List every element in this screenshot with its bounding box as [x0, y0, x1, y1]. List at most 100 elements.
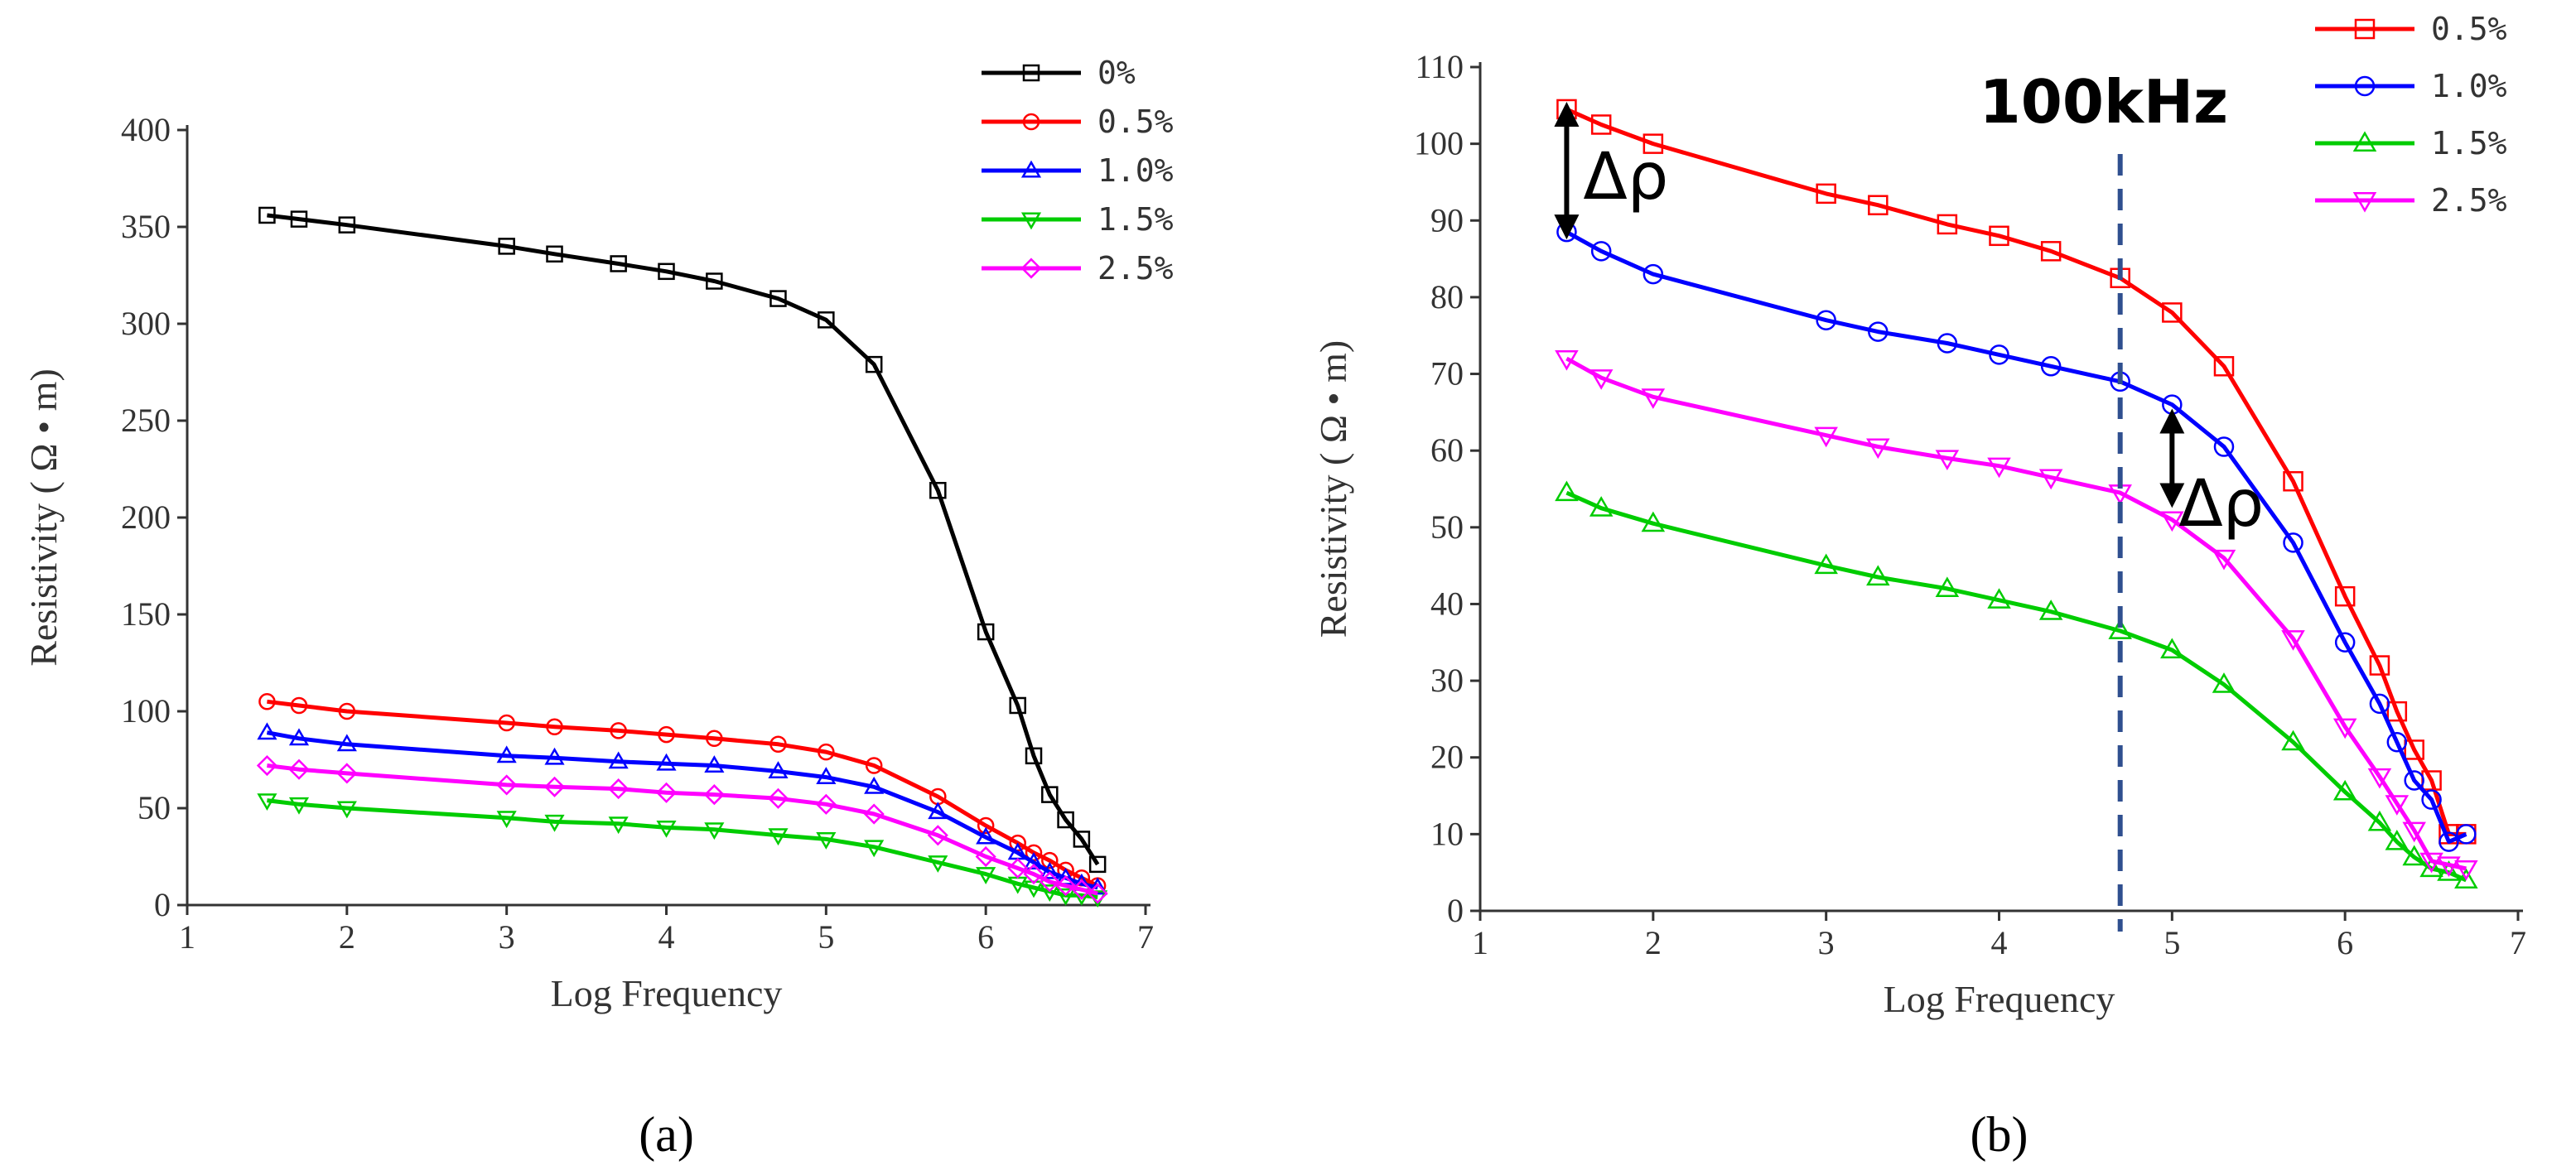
- data-point: [2385, 830, 2410, 850]
- y-tick-label: 90: [1430, 201, 1464, 238]
- data-point: [1040, 884, 1060, 903]
- data-point: [2369, 693, 2390, 715]
- data-point: [608, 778, 630, 800]
- data-point: [977, 816, 995, 835]
- data-point: [703, 784, 725, 806]
- data-point: [2386, 731, 2408, 753]
- data-point: [258, 206, 276, 224]
- data-point: [1007, 857, 1029, 879]
- data-point: [1057, 811, 1074, 829]
- data-point: [1555, 480, 1579, 502]
- legend-swatch-marker: [1022, 113, 1040, 131]
- data-point: [2386, 701, 2408, 722]
- data-point: [496, 811, 517, 829]
- data-point: [2213, 436, 2235, 457]
- data-point: [977, 623, 995, 641]
- data-point: [2332, 779, 2357, 801]
- data-point: [2385, 795, 2410, 816]
- data-point: [2040, 356, 2062, 377]
- data-point: [2402, 821, 2426, 843]
- legend-swatch-marker: [1020, 212, 1042, 230]
- data-point: [1868, 195, 1889, 215]
- x-tick-label: 7: [1137, 918, 1154, 956]
- data-point: [1023, 852, 1044, 869]
- data-point: [1987, 588, 2011, 609]
- y-tick-label: 250: [121, 402, 171, 439]
- data-point: [1935, 576, 1960, 597]
- legend-label: 2.5%: [2431, 182, 2507, 219]
- data-point: [928, 802, 948, 820]
- data-point: [976, 826, 996, 845]
- x-tick-label: 3: [1818, 924, 1835, 961]
- data-point: [927, 825, 948, 846]
- data-point: [1937, 333, 1958, 354]
- data-point: [288, 797, 310, 815]
- data-point: [2419, 856, 2443, 878]
- data-point: [336, 734, 357, 752]
- x-tick-label: 1: [1472, 924, 1488, 961]
- data-point: [2213, 356, 2235, 377]
- data-point: [655, 782, 678, 803]
- data-point: [1643, 133, 1664, 154]
- y-tick-label: 80: [1430, 278, 1464, 315]
- data-point: [818, 743, 835, 761]
- legend-swatch-marker: [1022, 64, 1040, 82]
- data-point: [976, 867, 996, 884]
- legend-swatch-marker: [1020, 160, 1042, 178]
- data-point: [290, 210, 308, 228]
- y-tick-label: 150: [121, 595, 171, 633]
- data-point: [1866, 565, 1890, 586]
- x-tick-label: 3: [499, 918, 515, 956]
- y-tick-label: 300: [121, 305, 171, 342]
- data-point: [1055, 875, 1077, 897]
- data-point: [2419, 852, 2443, 874]
- data-point: [256, 754, 277, 777]
- data-point: [2162, 302, 2183, 323]
- data-point: [1816, 310, 1836, 330]
- y-tick-label: 400: [121, 111, 171, 148]
- data-point: [2334, 585, 2356, 607]
- x-tick-label: 6: [977, 918, 994, 956]
- data-point: [1868, 321, 1889, 342]
- data-point: [498, 238, 515, 255]
- data-point: [338, 702, 356, 720]
- y-tick-label: 50: [1430, 508, 1464, 546]
- data-point: [1935, 450, 1960, 471]
- legend-label: 1.5%: [2431, 125, 2507, 161]
- data-point: [1987, 457, 2011, 479]
- data-point: [1040, 861, 1060, 879]
- data-point: [2212, 672, 2236, 693]
- data-point: [768, 761, 789, 778]
- x-tick-label: 5: [2164, 924, 2180, 961]
- data-point: [498, 714, 515, 732]
- x-axis-label: Log Frequency: [1884, 978, 2115, 1020]
- y-axis-label: Resistivity ( Ω • m): [22, 368, 65, 667]
- y-tick-label: 100: [121, 692, 171, 730]
- data-point: [338, 216, 356, 234]
- data-point: [656, 820, 677, 838]
- legend-label: 1.0%: [2431, 68, 2507, 104]
- delta-label: Δρ: [1583, 140, 1668, 214]
- panel-label: (a): [639, 1107, 694, 1162]
- data-point: [768, 828, 789, 846]
- panel-label: (b): [1971, 1107, 2028, 1162]
- x-tick-label: 1: [179, 918, 195, 956]
- data-point: [1590, 241, 1612, 262]
- legend-label: 1.5%: [1097, 201, 1174, 238]
- data-point: [2108, 619, 2132, 639]
- x-tick-label: 4: [1991, 924, 2008, 961]
- data-point: [608, 751, 629, 769]
- data-point: [1039, 871, 1060, 893]
- data-point: [2421, 789, 2442, 810]
- legend-swatch-marker: [2352, 191, 2377, 213]
- data-point: [1023, 863, 1044, 885]
- y-axis-label: Resistivity ( Ω • m): [1312, 340, 1354, 638]
- y-tick-label: 0: [154, 886, 171, 923]
- data-point: [1641, 388, 1666, 409]
- data-point: [2456, 824, 2477, 845]
- data-point: [1866, 438, 1890, 460]
- data-point: [543, 776, 566, 797]
- data-point: [1814, 426, 1838, 448]
- data-point: [1641, 511, 1666, 532]
